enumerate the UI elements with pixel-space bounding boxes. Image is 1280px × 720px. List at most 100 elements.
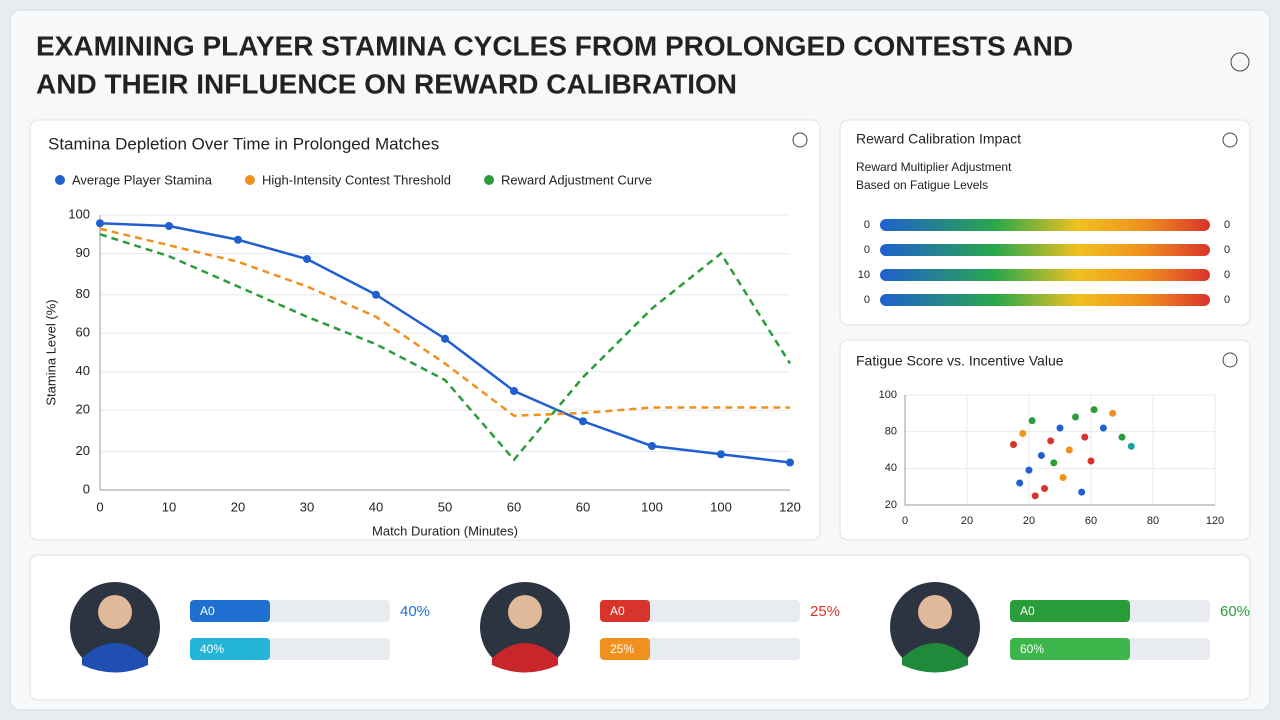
x-tick-label: 40	[369, 499, 383, 514]
point	[648, 442, 656, 450]
point	[1056, 424, 1064, 432]
point	[1037, 452, 1045, 459]
y-tick-label: 100	[68, 206, 90, 221]
y-tick-label: 0	[83, 481, 90, 496]
point	[234, 235, 242, 244]
y-tick-label: 20	[76, 443, 90, 458]
point	[1081, 433, 1089, 441]
point	[1028, 417, 1036, 425]
legend-marker	[484, 175, 495, 185]
bar-label: A0	[1020, 604, 1035, 618]
row-label: 0	[1224, 219, 1230, 231]
value-label: 60%	[1020, 642, 1044, 656]
chart-title: Fatigue Score vs. Incentive Value	[856, 353, 1064, 369]
row-label: 0	[1224, 294, 1230, 306]
point	[1065, 446, 1073, 454]
point	[1090, 406, 1098, 414]
bar-label: A0	[610, 604, 625, 618]
panel	[29, 554, 1251, 701]
row-label: 0	[1224, 269, 1230, 281]
row-label: 0	[864, 294, 870, 306]
point	[579, 417, 587, 426]
point	[165, 222, 173, 230]
point	[441, 334, 449, 343]
y-tick-label: 90	[76, 245, 90, 260]
legend-marker	[244, 175, 255, 185]
value-label: 25%	[610, 642, 634, 656]
gradient-bar	[880, 244, 1210, 256]
series-line	[99, 233, 792, 462]
y-tick-label: 60	[76, 325, 90, 340]
value-label: 25%	[810, 603, 840, 620]
point	[1127, 442, 1135, 450]
panel-subtitle: Reward Multiplier Adjustment	[856, 160, 1012, 174]
point	[1016, 479, 1024, 487]
bar	[190, 638, 270, 660]
legend-label[interactable]: Reward Adjustment Curve	[501, 172, 652, 187]
point	[1047, 437, 1055, 445]
bar	[600, 638, 650, 660]
row-label: 10	[858, 269, 870, 281]
point	[1050, 459, 1058, 467]
x-tick-label: 50	[438, 499, 452, 514]
point	[1025, 466, 1033, 474]
panel	[839, 339, 1251, 541]
point	[1031, 492, 1039, 500]
point	[1041, 485, 1048, 492]
bar	[1010, 600, 1130, 622]
point	[303, 255, 311, 263]
x-tick-label: 30	[300, 499, 314, 514]
avatar-head	[508, 595, 542, 629]
legend-label[interactable]: Average Player Stamina	[72, 172, 213, 187]
y-tick-label: 40	[76, 363, 90, 378]
point	[1118, 433, 1126, 441]
y-tick-label: 100	[879, 389, 897, 401]
chart-title: Stamina Depletion Over Time in Prolonged…	[48, 134, 439, 153]
bar	[600, 600, 650, 622]
bar	[190, 600, 270, 622]
x-tick-label: 80	[1147, 515, 1159, 527]
info-icon[interactable]	[1222, 132, 1238, 148]
axis-title: Stamina Level (%)	[43, 299, 58, 405]
x-tick-label: 100	[641, 499, 663, 514]
point	[786, 458, 794, 467]
point	[1078, 488, 1086, 496]
avatar-head	[98, 595, 132, 629]
info-icon[interactable]	[1222, 352, 1238, 368]
gradient-bar	[880, 219, 1210, 231]
point	[1072, 413, 1079, 421]
point	[1109, 409, 1117, 417]
avatar-jersey	[492, 643, 558, 673]
x-tick-label: 20	[961, 515, 973, 527]
avatar-jersey	[82, 643, 148, 673]
series-line	[99, 227, 790, 418]
x-tick-label: 60	[507, 499, 521, 514]
gradient-bar	[880, 294, 1210, 306]
x-tick-label: 20	[1023, 515, 1035, 527]
y-tick-label: 40	[885, 462, 897, 474]
info-icon[interactable]	[792, 132, 808, 148]
point	[1099, 424, 1107, 432]
legend-label[interactable]: High-Intensity Contest Threshold	[262, 172, 451, 187]
bar-label: A0	[200, 604, 215, 618]
row-label: 0	[864, 219, 870, 231]
panel-subtitle: Based on Fatigue Levels	[856, 178, 988, 192]
point	[1087, 457, 1095, 465]
panel-title: Reward Calibration Impact	[856, 131, 1021, 147]
x-tick-label: 0	[902, 515, 908, 527]
point	[510, 387, 518, 395]
gradient-bar	[880, 269, 1210, 281]
x-tick-label: 0	[96, 499, 103, 514]
title-line: EXAMINING PLAYER STAMINA CYCLES FROM PRO…	[36, 30, 1073, 61]
axis-title: Match Duration (Minutes)	[372, 523, 518, 538]
legend-marker	[55, 175, 65, 185]
avatar-jersey	[902, 643, 968, 673]
x-tick-label: 60	[1085, 515, 1097, 527]
point	[96, 219, 104, 228]
info-icon[interactable]	[1230, 52, 1250, 72]
x-tick-label: 10	[162, 499, 176, 514]
row-label: 0	[1224, 244, 1230, 256]
bar	[1010, 638, 1130, 660]
